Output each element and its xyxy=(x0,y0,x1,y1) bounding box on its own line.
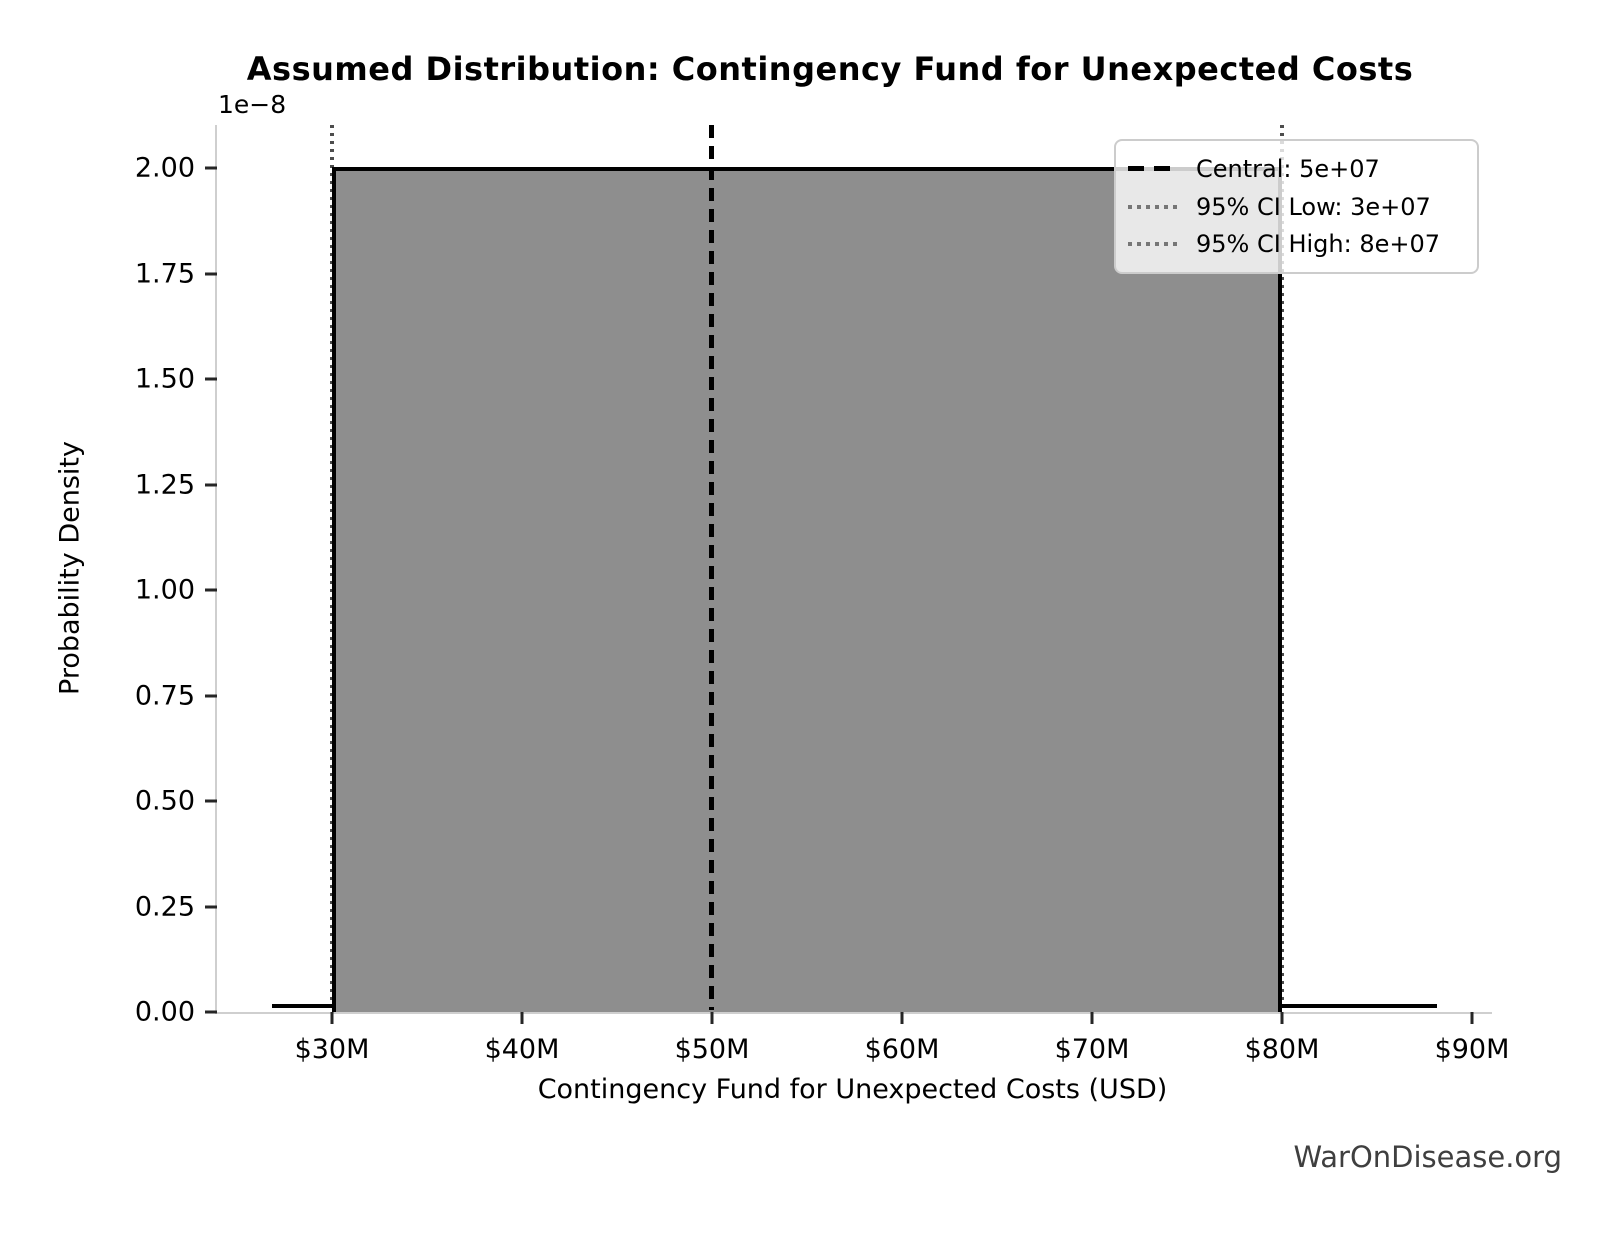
y-tick-label: 1.75 xyxy=(134,258,195,289)
y-tick-label: 0.50 xyxy=(134,785,195,817)
watermark: WarOnDisease.org xyxy=(1293,1140,1562,1174)
legend-label: 95% CI Low: 3e+07 xyxy=(1196,192,1431,221)
x-tick-mark xyxy=(1090,1012,1094,1024)
y-tick-label: 1.50 xyxy=(134,363,195,395)
x-tick-label: $40M xyxy=(484,1034,560,1065)
dotted-line-swatch-icon xyxy=(1128,242,1180,247)
x-tick-mark xyxy=(900,1012,904,1024)
legend-label: 95% CI High: 8e+07 xyxy=(1196,230,1440,259)
x-tick-label: $90M xyxy=(1434,1034,1510,1065)
x-axis-label: Contingency Fund for Unexpected Costs (U… xyxy=(537,1074,1168,1105)
ci-high-vline xyxy=(1280,125,1284,1010)
y-tick-label: 2.00 xyxy=(134,152,195,184)
y-tick-mark xyxy=(205,694,217,697)
y-tick-label: 0.00 xyxy=(134,996,195,1028)
x-tick-mark xyxy=(330,1012,334,1024)
x-tick-label: $50M xyxy=(674,1034,750,1065)
y-tick-mark xyxy=(205,166,217,170)
y-tick-mark xyxy=(205,1010,217,1014)
dashed-line-swatch-icon xyxy=(1128,166,1180,172)
y-tick-label: 0.75 xyxy=(134,680,195,711)
legend: Central: 5e+07 95% CI Low: 3e+07 95% CI … xyxy=(1114,139,1479,274)
x-tick-label: $60M xyxy=(864,1034,940,1065)
y-tick-label: 0.25 xyxy=(134,891,195,922)
plot-area: $30M $40M $50M $60M $70M $80M $90M 0.00 … xyxy=(135,125,1509,1065)
y-axis-label: Probability Density xyxy=(54,441,86,695)
legend-label: Central: 5e+07 xyxy=(1196,154,1380,183)
pdf-baseline-right xyxy=(1282,1004,1437,1008)
chart-title: Assumed Distribution: Contingency Fund f… xyxy=(246,50,1414,88)
legend-entry-ci-high: 95% CI High: 8e+07 xyxy=(1128,230,1465,258)
y-tick-label: 1.00 xyxy=(134,574,195,606)
central-vline xyxy=(709,125,714,1010)
distribution-area xyxy=(332,167,1282,1012)
x-tick-label: $70M xyxy=(1054,1034,1130,1065)
legend-entry-central: Central: 5e+07 xyxy=(1128,155,1465,183)
y-tick-mark xyxy=(205,272,217,275)
y-tick-mark xyxy=(205,377,217,381)
x-tick-label: $80M xyxy=(1244,1034,1320,1065)
x-tick-mark xyxy=(520,1012,524,1024)
x-tick-mark xyxy=(1470,1012,1474,1024)
legend-entry-ci-low: 95% CI Low: 3e+07 xyxy=(1128,193,1465,221)
y-tick-mark xyxy=(205,588,217,592)
y-tick-label: 1.25 xyxy=(134,469,195,500)
x-tick-mark xyxy=(1280,1012,1284,1024)
y-tick-mark xyxy=(205,905,217,908)
pdf-baseline-left xyxy=(272,1004,332,1008)
y-tick-mark xyxy=(205,799,217,803)
x-tick-mark xyxy=(710,1012,714,1024)
x-tick-label: $30M xyxy=(294,1034,370,1065)
dotted-line-swatch-icon xyxy=(1128,204,1180,209)
y-axis-offset-label: 1e−8 xyxy=(218,90,287,119)
y-tick-mark xyxy=(205,483,217,486)
